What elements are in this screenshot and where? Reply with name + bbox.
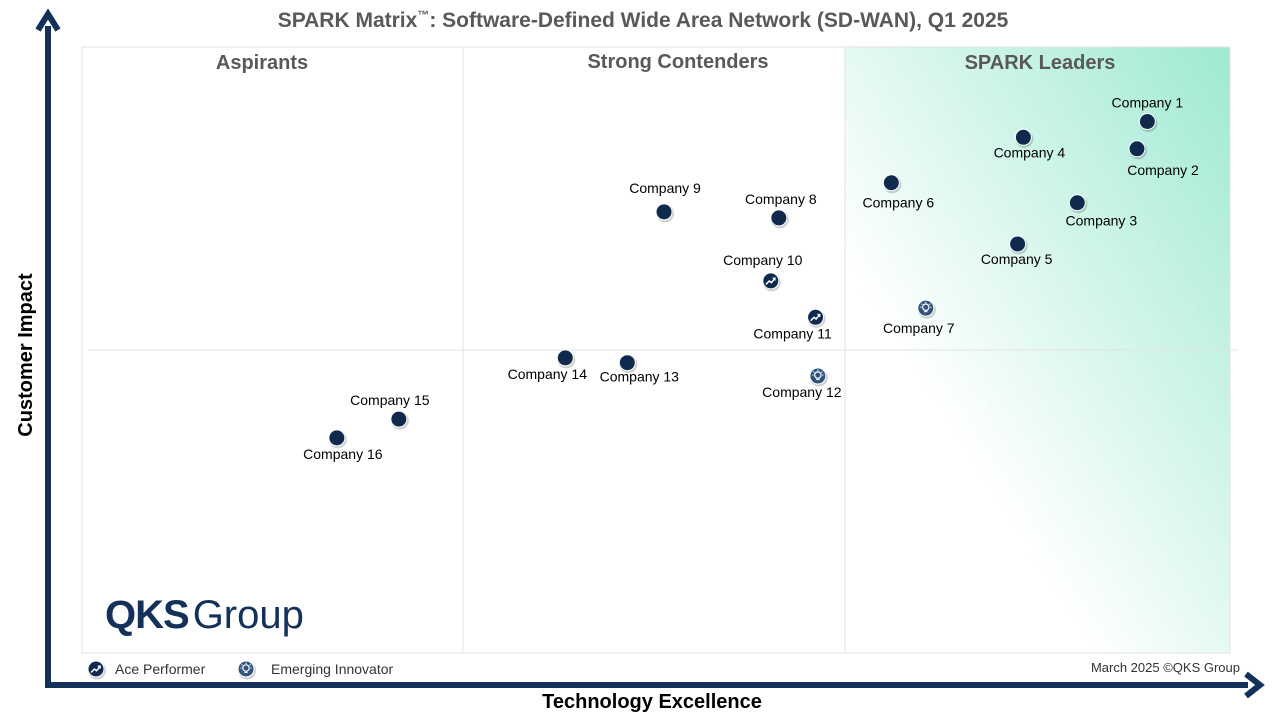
point-marker-company-7 [917, 299, 936, 319]
point-label-company-12: Company 12 [762, 384, 842, 400]
legend-emerging-innovator-marker [237, 660, 256, 680]
point-label-company-1: Company 1 [1112, 95, 1184, 111]
legend: Ace Performer Emerging Innovator [87, 660, 394, 680]
y-axis-arrowhead [35, 8, 61, 32]
point-marker-company-12 [809, 367, 828, 387]
legend-ace-performer-marker [87, 660, 106, 680]
point-marker-company-3 [1068, 194, 1088, 214]
point-marker-company-14 [556, 349, 576, 369]
region-label-spark-leaders: SPARK Leaders [965, 52, 1116, 74]
x-axis-arrowhead [1244, 671, 1265, 699]
point-label-company-9: Company 9 [629, 180, 701, 196]
point-label-company-6: Company 6 [863, 195, 935, 211]
point-marker-company-15 [390, 410, 409, 430]
footer-date-copyright: March 2025 ©QKS Group [1091, 660, 1240, 675]
legend-label-emerging-innovator: Emerging Innovator [271, 661, 394, 677]
point-label-company-16: Company 16 [303, 446, 383, 462]
chart-title: SPARK Matrix™: Software-Defined Wide Are… [278, 8, 1009, 32]
x-axis-label: Technology Excellence [542, 691, 762, 713]
point-marker-company-9 [655, 203, 675, 223]
point-label-company-10: Company 10 [723, 252, 803, 268]
point-marker-company-8 [770, 209, 789, 229]
point-label-company-8: Company 8 [745, 191, 817, 207]
point-label-company-4: Company 4 [994, 144, 1066, 160]
y-axis-label: Customer Impact [15, 273, 37, 437]
point-marker-company-16 [328, 429, 347, 449]
point-marker-company-6 [882, 174, 902, 194]
point-label-company-7: Company 7 [883, 320, 955, 336]
point-marker-company-5 [1009, 235, 1028, 255]
point-label-company-2: Company 2 [1127, 162, 1199, 178]
legend-label-ace-performer: Ace Performer [115, 661, 206, 677]
point-marker-company-11 [807, 308, 826, 328]
point-label-company-14: Company 14 [508, 366, 588, 382]
point-marker-company-4 [1014, 128, 1034, 148]
point-marker-company-1 [1138, 113, 1158, 133]
point-label-company-3: Company 3 [1066, 213, 1138, 229]
legend-ace-performer-icon [87, 660, 106, 680]
region-label-aspirants: Aspirants [216, 52, 308, 74]
legend-emerging-innovator-icon [237, 660, 256, 680]
point-label-company-5: Company 5 [981, 251, 1053, 267]
qks-group-logo: QKS Group [105, 593, 304, 637]
point-label-company-13: Company 13 [600, 369, 680, 385]
point-marker-company-10 [762, 272, 781, 292]
region-label-strong-contenders: Strong Contenders [587, 51, 768, 73]
data-points: Company 1 Company 2 Company 3 Company 4 Comp… [303, 95, 1199, 462]
point-marker-company-13 [618, 354, 638, 374]
point-marker-company-2 [1128, 140, 1148, 160]
point-label-company-15: Company 15 [350, 392, 430, 408]
point-label-company-11: Company 11 [753, 325, 832, 341]
